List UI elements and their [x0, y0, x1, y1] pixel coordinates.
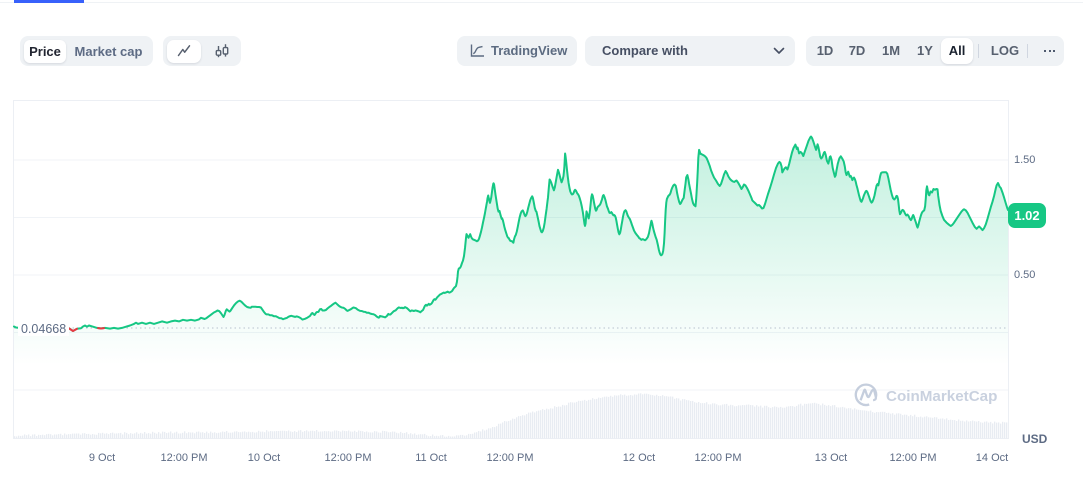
svg-text:CoinMarketCap: CoinMarketCap [886, 388, 997, 405]
